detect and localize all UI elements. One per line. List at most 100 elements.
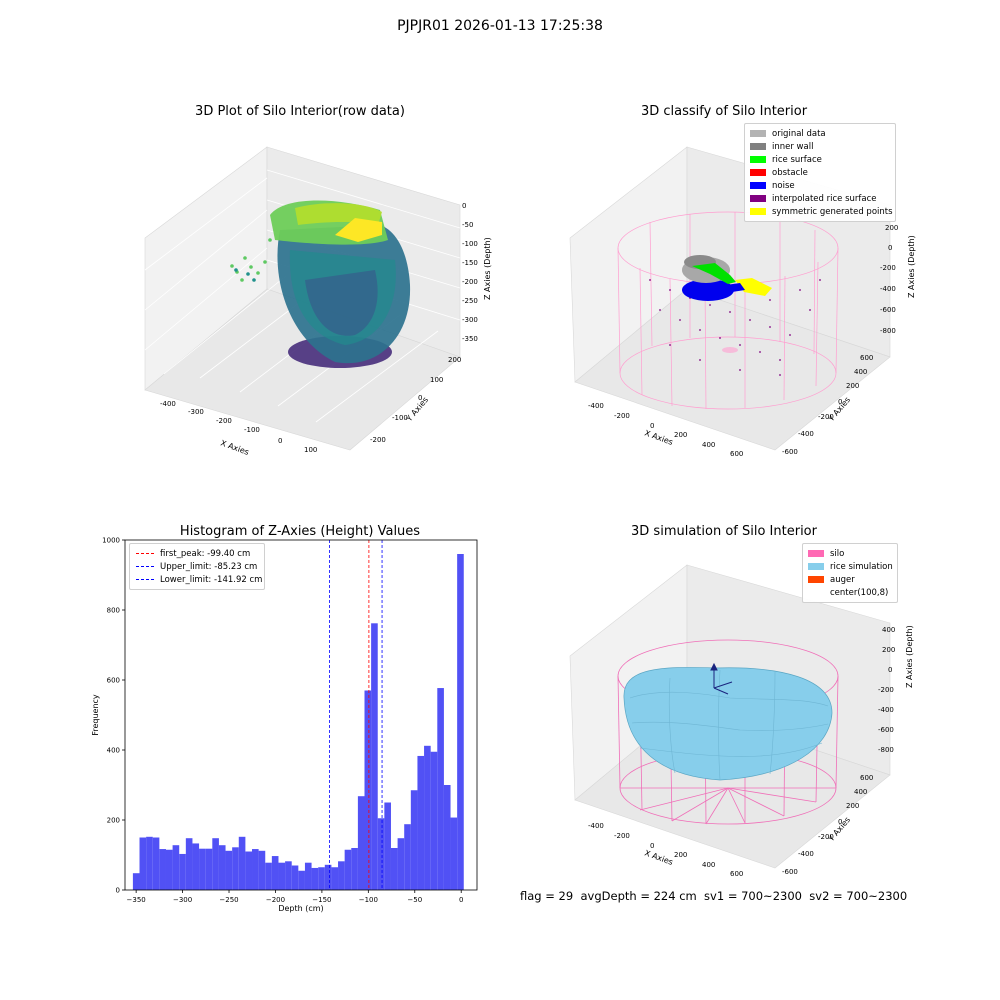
legend-label: auger (830, 574, 855, 585)
legend-entry-auger: auger (808, 573, 892, 586)
y-tick-labels: -600 -400 -200 0 200 400 600 (782, 774, 873, 876)
histogram-bar (252, 849, 259, 890)
histogram-bar (324, 864, 332, 890)
x-tick: 400 (702, 861, 715, 869)
legend-swatch (750, 130, 766, 137)
y-tick: -400 (798, 430, 814, 438)
legend-entry-upper-limit: Upper_limit: -85.23 cm (136, 560, 258, 573)
y-tick-label: 200 (107, 817, 120, 825)
legend-swatch (808, 563, 824, 570)
histogram-bar (146, 836, 153, 890)
legend-entry-obstacle: obstacle (750, 166, 890, 179)
z-tick-labels: 0 -50 -100 -150 -200 -250 -300 -350 (462, 202, 478, 343)
y-tick: 100 (430, 376, 443, 384)
y-tick: 0 (838, 818, 842, 826)
legend-label: rice simulation (830, 561, 893, 572)
legend-label: interpolated rice surface (772, 193, 877, 204)
legend-swatch (750, 182, 766, 189)
histogram-bars (132, 554, 464, 890)
status-line: flag = 29 avgDepth = 224 cm sv1 = 700~23… (520, 889, 908, 903)
histogram-bar (443, 785, 451, 890)
legend-entry-rice-simulation: rice simulation (808, 560, 893, 573)
histogram-bar (344, 849, 352, 890)
figure-title: PJPJR01 2026-01-13 17:25:38 (397, 18, 603, 34)
histogram-bar (225, 850, 233, 890)
legend-label: silo (830, 548, 845, 559)
z-tick: 200 (885, 224, 898, 232)
legend-entry-first-peak: first_peak: -99.40 cm (136, 547, 258, 560)
legend-swatch (808, 589, 824, 596)
histogram-bar (371, 623, 378, 890)
histogram-bar (291, 865, 299, 890)
legend-label: center(100,8) (830, 587, 889, 598)
legend-entry-original-data: original data (750, 127, 890, 140)
z-tick: -600 (878, 726, 894, 734)
legend-label: obstacle (772, 167, 808, 178)
legend-swatch (750, 169, 766, 176)
y-tick-label: 400 (107, 747, 120, 755)
histogram-bar (205, 848, 213, 890)
z-tick: -250 (462, 297, 478, 305)
y-tick: 400 (854, 368, 867, 376)
x-axis-label: X Axies (643, 848, 674, 867)
z-tick: -200 (878, 686, 894, 694)
z-tick: -200 (462, 278, 478, 286)
legend-entry-symmetric-generated-points: symmetric generated points (750, 205, 893, 218)
y-tick: -600 (782, 448, 798, 456)
legend-entry-interpolated-rice-surface: interpolated rice surface (750, 192, 890, 205)
plot-frame (124, 539, 478, 891)
simulation-3d-plot: -400 -200 0 200 400 600 X Axies -600 -40… (569, 564, 914, 878)
y-tick: -200 (818, 413, 834, 421)
histogram-bar (417, 755, 425, 890)
histogram-bar (424, 745, 431, 890)
histogram-bar (450, 817, 458, 890)
legend-entry-noise: noise (750, 179, 890, 192)
legend-line (136, 579, 154, 580)
legend-entry-rice-surface: rice surface (750, 153, 890, 166)
x-tick-label: −50 (407, 896, 422, 904)
legend-entry-silo: silo (808, 547, 892, 560)
x-tick: -400 (588, 402, 604, 410)
raw-data-3d-plot: -400 -300 -200 -100 0 100 X Axies -200 -… (144, 146, 492, 457)
x-tick: -200 (614, 832, 630, 840)
x-tick: -200 (216, 417, 232, 425)
z-tick: -50 (462, 221, 473, 229)
classify-legend: original data inner wall rice surface ob… (744, 123, 896, 222)
legend-line (136, 566, 154, 567)
z-tick: -150 (462, 259, 478, 267)
legend-swatch (808, 576, 824, 583)
x-tick-labels: -400 -200 0 200 400 600 (588, 822, 743, 878)
histogram-bar (457, 554, 464, 890)
histogram-bar (364, 690, 372, 890)
histogram-bar (179, 853, 186, 890)
legend-entry-inner-wall: inner wall (750, 140, 890, 153)
z-tick: -200 (880, 264, 896, 272)
z-tick: -800 (880, 327, 896, 335)
histogram-bar (404, 824, 411, 890)
z-tick: -100 (462, 240, 478, 248)
legend-label: Upper_limit: -85.23 cm (160, 561, 258, 572)
x-tick: -300 (188, 408, 204, 416)
histogram-bar (331, 867, 339, 890)
histogram-legend: first_peak: -99.40 cm Upper_limit: -85.2… (129, 543, 265, 590)
histogram-bar (390, 848, 398, 890)
histogram-bar (298, 870, 305, 890)
x-tick-labels: -400 -200 0 200 400 600 (588, 402, 743, 458)
y-tick: 200 (846, 382, 859, 390)
histogram-bar (384, 802, 391, 890)
y-tick: 200 (448, 356, 461, 364)
y-tick: 600 (860, 354, 873, 362)
classify-plot-title: 3D classify of Silo Interior (640, 104, 808, 119)
z-axis-label: Z Axies (Depth) (907, 235, 916, 298)
histogram-bar (192, 843, 200, 890)
x-tick-label: −300 (173, 896, 192, 904)
histogram-bar (232, 847, 239, 890)
histogram-bar (218, 845, 226, 890)
y-tick-label: 0 (116, 887, 120, 895)
histogram-bar (397, 838, 405, 890)
z-tick: 0 (888, 244, 892, 252)
silo-bottom-marker (722, 347, 738, 353)
histogram-bar (304, 862, 312, 890)
z-tick-labels: 200 0 -200 -400 -600 -800 (880, 224, 898, 335)
histogram-title: Histogram of Z-Axies (Height) Values (179, 524, 421, 539)
